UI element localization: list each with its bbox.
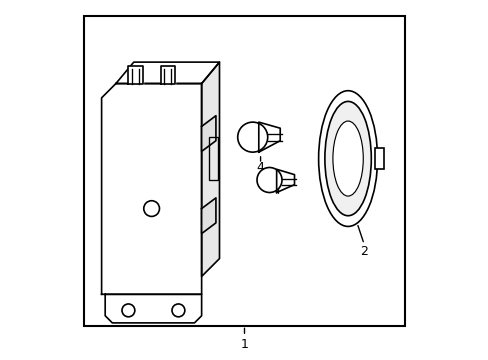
Text: 2: 2: [360, 245, 367, 258]
Polygon shape: [105, 294, 201, 323]
Bar: [83, 16, 405, 327]
Polygon shape: [201, 198, 216, 234]
Text: 4: 4: [256, 161, 264, 174]
Polygon shape: [201, 116, 216, 152]
Ellipse shape: [332, 121, 363, 196]
Polygon shape: [102, 84, 201, 294]
Circle shape: [143, 201, 159, 216]
Circle shape: [122, 304, 135, 317]
Polygon shape: [258, 122, 280, 152]
Text: 3: 3: [274, 175, 282, 188]
Polygon shape: [128, 66, 142, 84]
Polygon shape: [160, 66, 175, 84]
Text: 1: 1: [240, 338, 248, 351]
Polygon shape: [276, 169, 294, 193]
Circle shape: [237, 122, 267, 152]
Polygon shape: [201, 62, 219, 276]
Circle shape: [257, 167, 282, 193]
Ellipse shape: [324, 102, 370, 216]
Ellipse shape: [318, 91, 377, 226]
Polygon shape: [116, 62, 219, 84]
Bar: [208, 137, 217, 180]
Bar: [374, 148, 383, 169]
Circle shape: [172, 304, 184, 317]
